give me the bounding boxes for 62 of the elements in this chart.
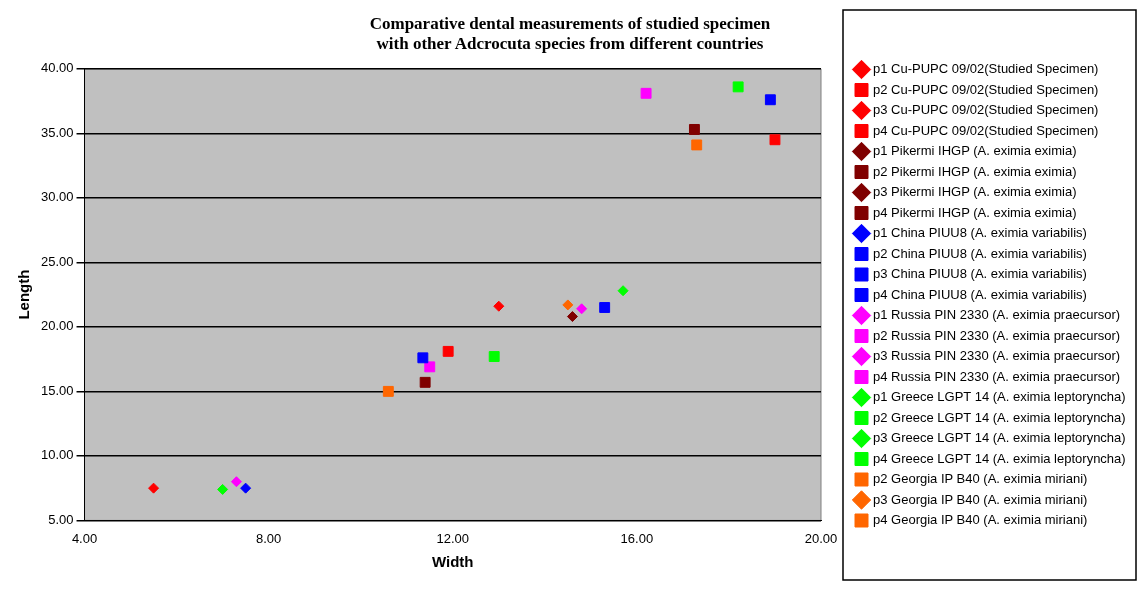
legend-label: p1 China PIUU8 (A. eximia variabilis) [873,225,1087,241]
legend-label: p3 Cu-PUPC 09/02(Studied Specimen) [873,102,1099,118]
legend-label: p2 Greece LGPT 14 (A. eximia leptoryncha) [873,409,1126,425]
legend-label: p2 Pikermi IHGP (A. eximia eximia) [873,163,1077,179]
text: Comparative dental measurements of studied specimen [369,13,771,33]
x-tick-label: 4.00 [71,530,98,546]
y-axis-title: Length [15,269,33,320]
point [382,385,394,397]
y-tick-label: 25.00 [40,253,74,269]
text: with other Adcrocuta species from different countries [376,33,764,53]
point [148,482,160,494]
point [640,87,652,99]
point [562,299,574,311]
x-axis-title: Width [432,553,474,571]
y-tick-label: 10.00 [40,447,74,463]
legend-label: p2 Georgia IP B40 (A. eximia miriani) [873,471,1088,487]
legend-label: p4 Russia PIN 2330 (A. eximia praecursor) [873,368,1121,384]
legend-label: p4 China PIUU8 (A. eximia variabilis) [873,286,1087,302]
legend-label: p3 Greece LGPT 14 (A. eximia leptoryncha) [873,430,1126,446]
y-tick-label: 20.00 [40,318,74,334]
x-tick-label: 8.00 [255,530,282,546]
legend-label: p2 Russia PIN 2330 (A. eximia praecursor) [873,327,1121,343]
point [617,285,629,297]
point [691,139,703,151]
point [566,311,578,323]
point [488,351,500,362]
point [764,94,776,106]
y-tick-label: 35.00 [40,124,74,140]
point [240,482,252,494]
y-tick-label: 30.00 [40,189,74,205]
point [493,300,505,312]
point [688,123,700,135]
point [769,134,781,146]
point [424,361,436,373]
legend-label: p3 Pikermi IHGP (A. eximia eximia) [873,184,1077,200]
point [217,483,229,495]
legend-label: p1 Russia PIN 2330 (A. eximia praecursor) [873,307,1121,323]
point [230,476,242,488]
legend-label: p4 Georgia IP B40 (A. eximia miriani) [873,512,1088,528]
legend-label: p3 Georgia IP B40 (A. eximia miriani) [873,491,1088,507]
legend-label: p1 Cu-PUPC 09/02(Studied Specimen) [873,61,1099,77]
y-tick-label: 5.00 [48,511,74,527]
y-tick-label: 40.00 [40,60,74,76]
point [419,376,431,388]
legend-label: p3 Russia PIN 2330 (A. eximia praecursor) [873,348,1121,364]
legend-label: p1 Greece LGPT 14 (A. eximia leptoryncha) [873,389,1126,405]
point [576,303,588,315]
x-tick-label: 20.00 [804,530,838,546]
legend-label: p2 China PIUU8 (A. eximia variabilis) [873,245,1087,261]
legend-label: p2 Cu-PUPC 09/02(Studied Specimen) [873,81,1099,97]
legend-label: p4 Pikermi IHGP (A. eximia eximia) [873,204,1077,220]
point [599,302,611,313]
point [442,345,454,357]
point [417,352,429,364]
legend-label: p3 China PIUU8 (A. eximia variabilis) [873,266,1087,282]
y-tick-label: 15.00 [40,382,74,398]
legend-label: p4 Greece LGPT 14 (A. eximia leptoryncha) [873,450,1126,466]
x-tick-label: 12.00 [436,530,470,546]
x-tick-label: 16.00 [620,530,654,546]
legend-label: p4 Cu-PUPC 09/02(Studied Specimen) [873,122,1099,138]
legend-label: p1 Pikermi IHGP (A. eximia eximia) [873,143,1077,159]
point [732,81,744,93]
